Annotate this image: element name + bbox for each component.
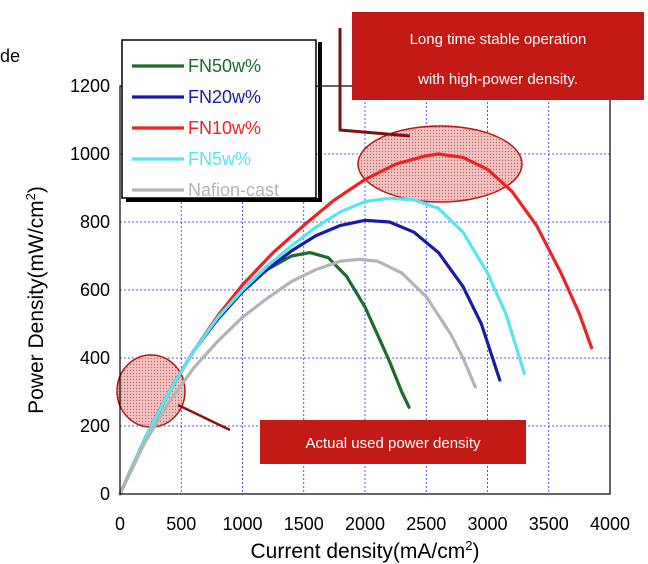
x-tick-label: 3000 (467, 514, 507, 534)
x-tick-label: 0 (115, 514, 125, 534)
series-lines (118, 152, 594, 496)
bottom-callout-text: Actual used power density (305, 435, 481, 452)
x-tick-label: 1500 (284, 514, 324, 534)
corner-text: de (0, 46, 20, 66)
top-callout-box (352, 12, 644, 100)
y-tick-label: 0 (100, 484, 110, 504)
actual-power-region (116, 354, 186, 428)
legend-shadow-bottom (126, 198, 322, 202)
y-tick-label: 1000 (70, 144, 110, 164)
legend-label: FN20w% (188, 87, 261, 107)
top-callout-line2: with high-power density. (417, 71, 578, 88)
top-callout-leader (338, 28, 411, 138)
y-tick-label: 400 (80, 348, 110, 368)
x-tick-label: 1000 (222, 514, 262, 534)
series-line-4 (118, 257, 477, 496)
y-tick-label: 600 (80, 280, 110, 300)
legend: FN50w% FN20w% FN10w% FN5w% Nafion-cast (132, 56, 279, 200)
y-tick-label: 800 (80, 212, 110, 232)
y-axis-title: Power Density(mW/cm2) (23, 186, 48, 414)
highlight-regions (116, 125, 523, 428)
y-tick-label: 200 (80, 416, 110, 436)
y-tick-label: 1200 (70, 76, 110, 96)
bottom-callout-box (260, 420, 526, 464)
legend-label: FN50w% (188, 56, 261, 76)
series-line-3 (118, 196, 526, 496)
legend-shadow-right (318, 42, 322, 202)
x-axis-title: Current density(mA/cm2) (251, 538, 480, 563)
bottom-callout-leader (177, 403, 231, 432)
x-tick-label: 500 (166, 514, 196, 534)
tick-labels: 0 500 1000 1500 2000 2500 3000 3500 4000 0 200 400 6… (70, 76, 630, 534)
x-tick-label: 2000 (345, 514, 385, 534)
legend-label: FN5w% (188, 149, 251, 169)
x-tick-label: 4000 (590, 514, 630, 534)
top-callout-line1: Long time stable operation (410, 31, 587, 48)
high-power-region (357, 125, 523, 203)
legend-label: FN10w% (188, 118, 261, 138)
legend-label: Nafion-cast (188, 180, 279, 200)
x-tick-label: 3500 (529, 514, 569, 534)
x-tick-label: 2500 (406, 514, 446, 534)
